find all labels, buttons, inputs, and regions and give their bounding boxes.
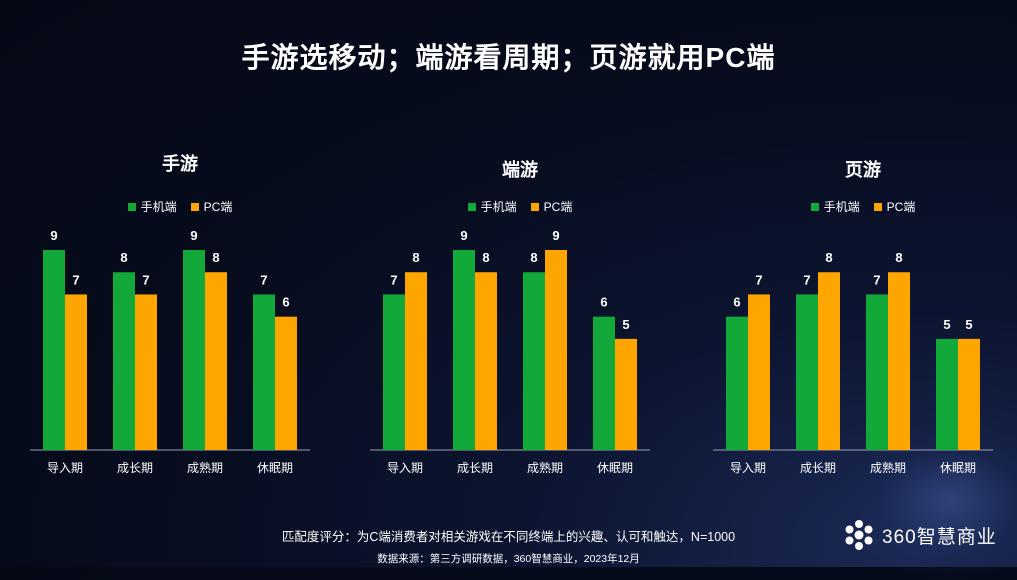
source-footnote: 数据来源：第三方调研数据，360智慧商业，2023年12月 <box>377 553 640 565</box>
legend-swatch-pc <box>190 202 199 211</box>
x-tick-label: 导入期 <box>387 461 423 475</box>
data-label: 8 <box>895 250 902 265</box>
data-label: 8 <box>482 250 489 265</box>
data-label: 5 <box>965 317 972 332</box>
bar-pc <box>405 272 427 450</box>
bar-pc <box>958 338 980 450</box>
chart-title: 页游 <box>845 160 881 180</box>
legend-swatch-mobile <box>127 202 136 211</box>
x-tick-label: 成长期 <box>117 461 153 475</box>
page-title: 手游选移动；端游看周期；页游就用PC端 <box>241 42 776 73</box>
data-label: 5 <box>622 317 629 332</box>
bar-mobile <box>936 338 958 450</box>
legend-swatch-mobile <box>467 202 476 211</box>
bar-pc <box>275 316 297 450</box>
x-tick-label: 成熟期 <box>187 460 223 475</box>
bar-mobile <box>113 272 135 450</box>
scoring-footnote: 匹配度评分：为C端消费者对相关游戏在不同终端上的兴趣、认可和触达，N=1000 <box>281 530 736 544</box>
data-label: 9 <box>190 228 197 243</box>
bar-pc <box>205 272 227 450</box>
x-tick-label: 成熟期 <box>870 460 906 475</box>
bar-pc <box>888 272 910 450</box>
bar-mobile <box>726 316 748 450</box>
data-label: 8 <box>212 250 219 265</box>
data-label: 6 <box>600 295 607 310</box>
bar-mobile <box>43 250 65 450</box>
data-label: 9 <box>460 228 467 243</box>
data-label: 9 <box>50 228 57 243</box>
bar-mobile <box>183 250 205 450</box>
data-label: 7 <box>873 272 880 287</box>
legend-item-mobile: 手机端 <box>810 198 860 215</box>
data-label: 7 <box>803 272 810 287</box>
data-label: 7 <box>390 272 397 287</box>
legend-label: PC端 <box>203 200 233 214</box>
bar-pc <box>135 294 157 450</box>
data-label: 7 <box>755 272 762 287</box>
chart-title: 端游 <box>502 160 538 180</box>
data-label: 7 <box>72 272 79 287</box>
x-tick-label: 导入期 <box>47 461 83 475</box>
data-label: 5 <box>943 317 950 332</box>
legend-item-pc: PC端 <box>190 198 233 215</box>
bar-mobile <box>796 294 818 450</box>
data-label: 8 <box>530 250 537 265</box>
legend: 手机端 PC端 <box>370 198 670 215</box>
data-label: 6 <box>733 295 740 310</box>
data-label: 6 <box>282 295 289 310</box>
bar-pc <box>475 272 497 450</box>
data-label: 8 <box>120 250 127 265</box>
legend-label: 手机端 <box>823 200 860 214</box>
legend-label: 手机端 <box>140 200 177 214</box>
legend-label: PC端 <box>543 200 573 214</box>
legend-label: PC端 <box>886 200 916 214</box>
legend-label: 手机端 <box>480 200 517 214</box>
data-label: 7 <box>260 272 267 287</box>
data-label: 8 <box>825 250 832 265</box>
bar-pc <box>818 272 840 450</box>
bar-pc <box>545 250 567 450</box>
brand-name: 360智慧商业 <box>882 526 997 548</box>
legend-swatch-pc <box>873 202 882 211</box>
x-tick-label: 导入期 <box>730 461 766 475</box>
x-tick-label: 成长期 <box>800 461 836 475</box>
chart-mobile-games: 手游 手机端 PC端 9 7 导入期 8 7 成长期 9 8 成熟期 7 6 休眠期 <box>30 140 330 490</box>
legend-item-pc: PC端 <box>530 198 573 215</box>
legend-item-mobile: 手机端 <box>127 198 177 215</box>
legend-item-pc: PC端 <box>873 198 916 215</box>
bar-mobile <box>866 294 888 450</box>
x-tick-label: 休眠期 <box>257 461 293 475</box>
legend: 手机端 PC端 <box>30 198 330 215</box>
x-tick-label: 成熟期 <box>527 460 563 475</box>
legend: 手机端 PC端 <box>713 198 1013 215</box>
data-label: 8 <box>412 250 419 265</box>
legend-swatch-pc <box>530 202 539 211</box>
bar-mobile <box>523 272 545 450</box>
brand-logo: 360智慧商业 <box>842 518 997 552</box>
360-flower-logo-icon <box>845 520 873 550</box>
bar-pc <box>65 294 87 450</box>
data-label: 7 <box>142 272 149 287</box>
bar-mobile <box>383 294 405 450</box>
x-tick-label: 成长期 <box>457 461 493 475</box>
bar-pc <box>748 294 770 450</box>
x-tick-label: 休眠期 <box>597 461 633 475</box>
legend-swatch-mobile <box>810 202 819 211</box>
chart-web-games: 页游 手机端 PC端 6 7 导入期 7 8 成长期 7 8 成熟期 5 5 休眠期 <box>713 140 1013 490</box>
legend-item-mobile: 手机端 <box>467 198 517 215</box>
bar-mobile <box>453 250 475 450</box>
chart-client-games: 端游 手机端 PC端 7 8 导入期 9 8 成长期 8 9 成熟期 6 5 休眠期 <box>370 140 670 490</box>
bar-pc <box>615 338 637 450</box>
data-label: 9 <box>552 228 559 243</box>
x-tick-label: 休眠期 <box>940 461 976 475</box>
bar-mobile <box>253 294 275 450</box>
chart-title: 手游 <box>162 154 198 174</box>
bar-mobile <box>593 316 615 450</box>
